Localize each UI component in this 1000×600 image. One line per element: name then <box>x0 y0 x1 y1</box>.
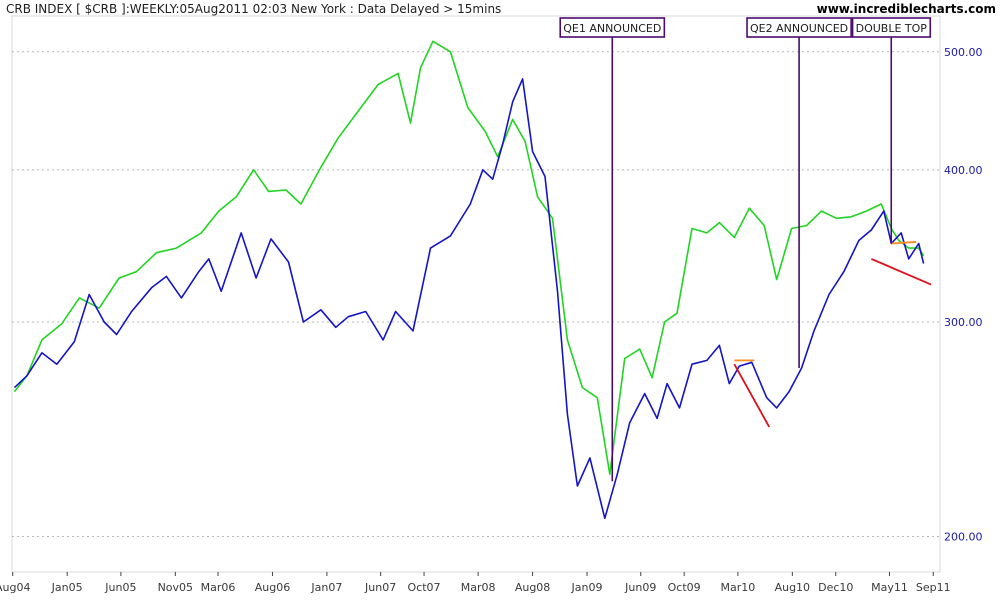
annotation-label: QE1 ANNOUNCED <box>559 17 666 38</box>
y-tick-label: 200.00 <box>944 530 983 543</box>
x-tick-label: Jan07 <box>310 581 342 594</box>
annotation-box <box>559 17 666 38</box>
x-tick-label: Oct09 <box>668 581 701 594</box>
trendline <box>891 241 917 245</box>
x-tick-label: Aug04 <box>0 581 30 594</box>
x-tick-label: Sep11 <box>916 581 951 594</box>
y-tick-label: 400.00 <box>944 164 983 177</box>
x-tick-label: Jan09 <box>571 581 603 594</box>
comparison-series-line <box>13 40 925 475</box>
y-tick-label: 300.00 <box>944 316 983 329</box>
x-tick-label: Jun09 <box>624 581 656 594</box>
x-tick-label: Jan05 <box>51 581 83 594</box>
x-tick-label: Mar06 <box>201 581 236 594</box>
x-tick-label: Jun05 <box>104 581 136 594</box>
plot-frame <box>11 15 941 573</box>
x-tick-label: Oct07 <box>408 581 441 594</box>
x-tick-label: Aug08 <box>515 581 550 594</box>
x-tick-label: Aug06 <box>255 581 290 594</box>
site-url[interactable]: www.incrediblecharts.com <box>816 2 996 16</box>
trendline <box>733 363 770 428</box>
crb-series-line <box>13 78 925 520</box>
chart-header-title: CRB INDEX [ $CRB ]:WEEKLY:05Aug2011 02:0… <box>6 2 502 16</box>
trendline <box>870 258 932 286</box>
annotation-text: QE1 ANNOUNCED <box>563 22 661 35</box>
x-tick-label: Aug10 <box>775 581 810 594</box>
x-tick-label: Jun07 <box>364 581 396 594</box>
annotation-label: DOUBLE TOP <box>851 17 932 38</box>
x-tick-label: Mar10 <box>721 581 756 594</box>
x-tick-label: Dec10 <box>818 581 853 594</box>
annotation-label: QE2 ANNOUNCED <box>746 17 852 38</box>
x-tick-label: May11 <box>871 581 908 594</box>
annotation-text: DOUBLE TOP <box>856 22 928 35</box>
annotation-text: QE2 ANNOUNCED <box>750 22 848 35</box>
x-tick-label: Mar08 <box>461 581 496 594</box>
annotation-box <box>851 17 932 38</box>
annotation-box <box>746 17 852 38</box>
y-tick-label: 500.00 <box>944 46 983 59</box>
x-tick-label: Nov05 <box>158 581 193 594</box>
